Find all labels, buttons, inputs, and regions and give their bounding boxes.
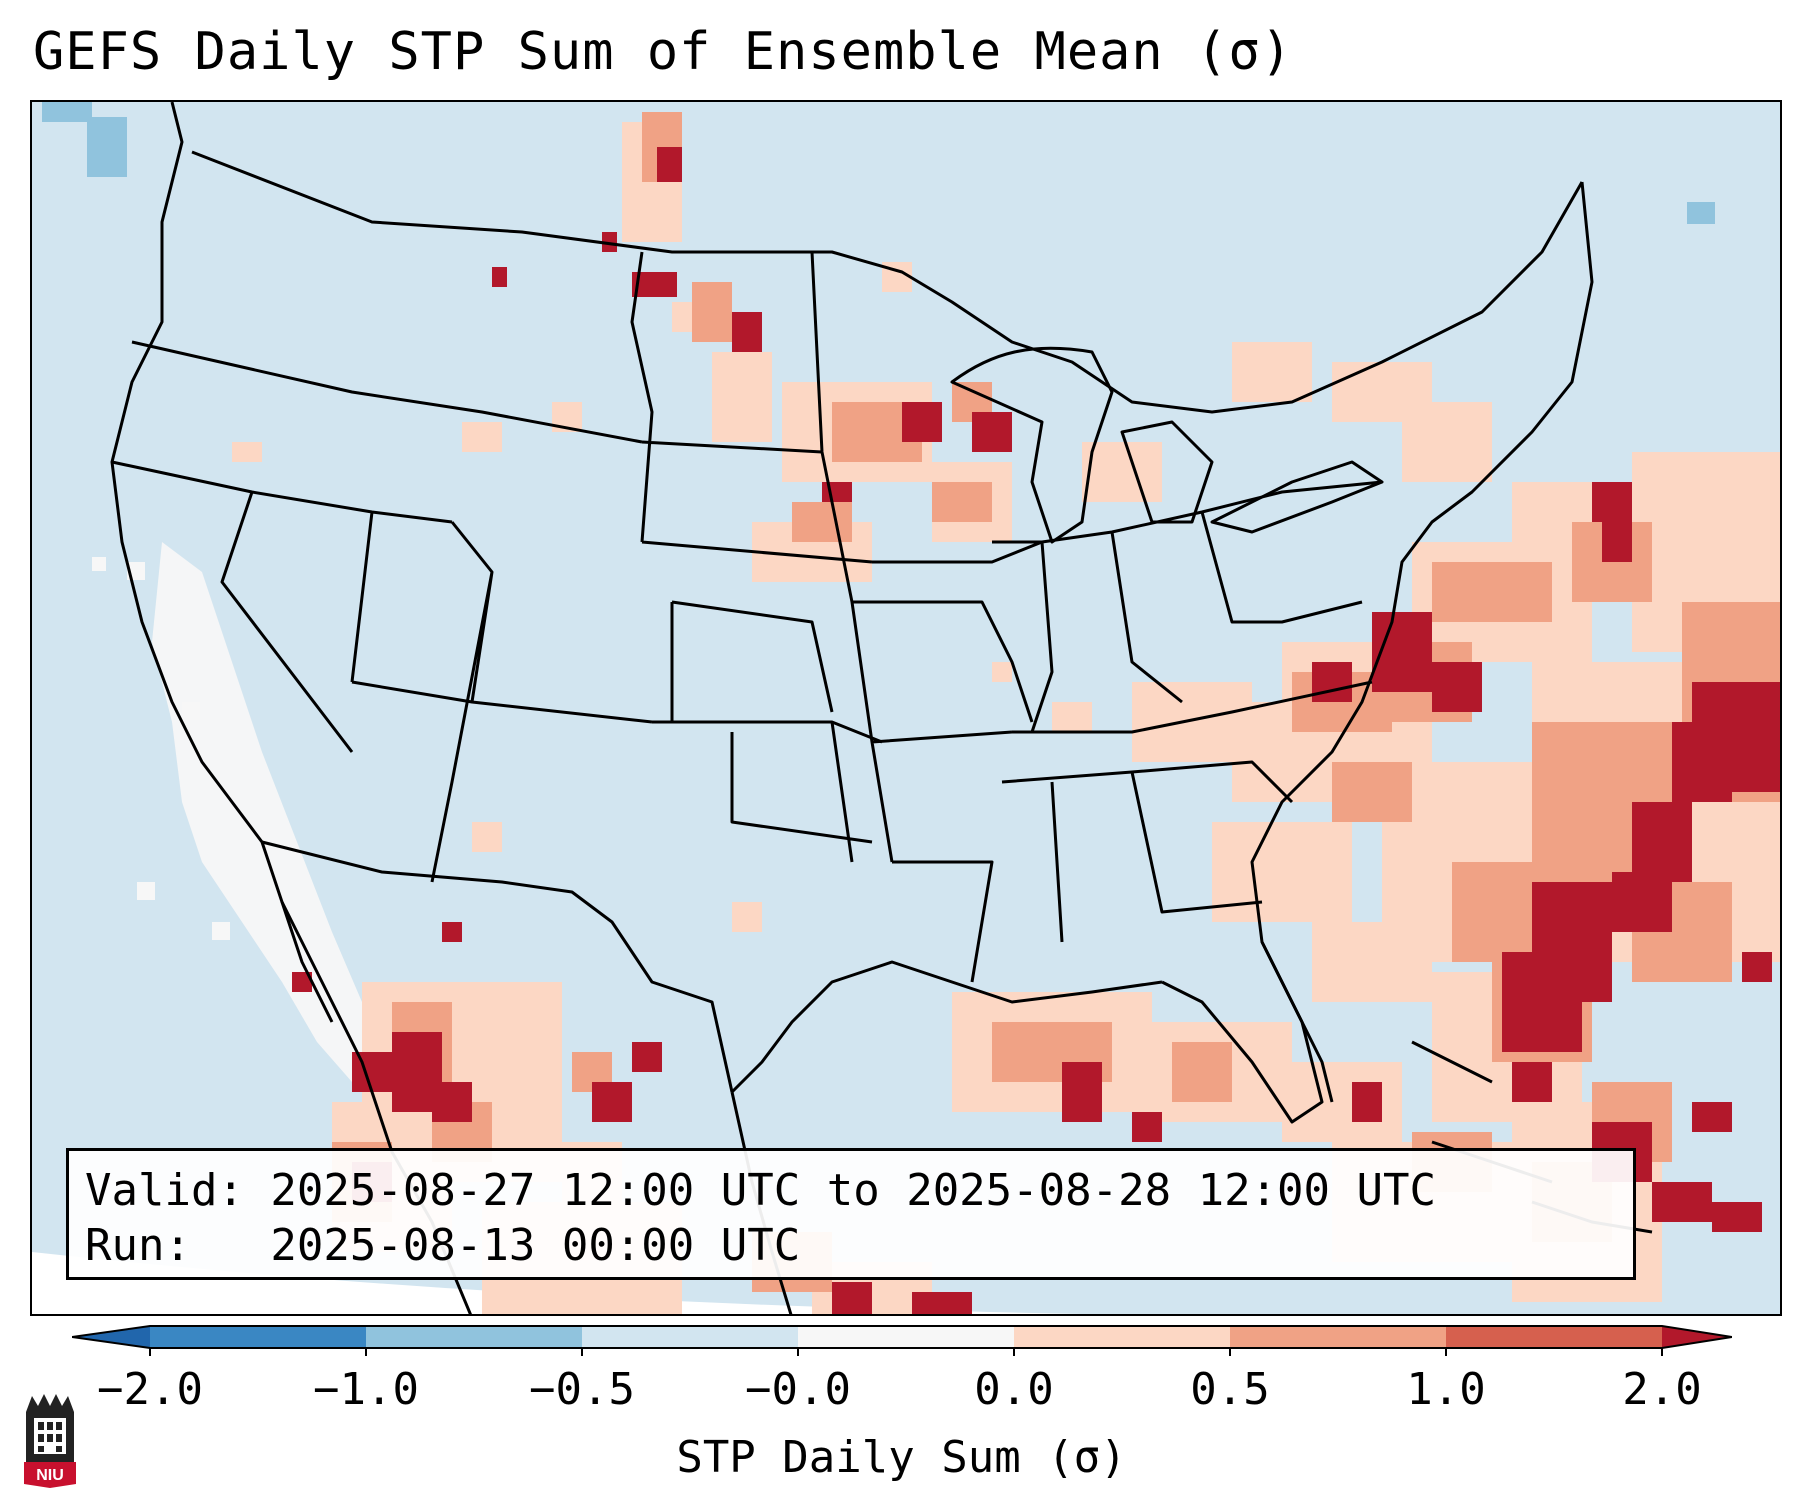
state-lines-central [630,251,883,863]
colorbar-tick-label: 2.0 [1622,1364,1702,1415]
map-svg [32,102,1780,1314]
colorbar-extend-low [72,1326,150,1348]
colorbar-tick-label: −0.0 [745,1364,851,1415]
colorbar-label: STP Daily Sum (σ) [676,1432,1127,1483]
colorbar-tick-label: −2.0 [97,1364,203,1415]
us-canada-border [191,150,1584,414]
colorbar-bin [1014,1326,1231,1348]
colorbar-extend-high [1662,1326,1732,1348]
run-time-text: Run: 2025-08-13 00:00 UTC [85,1220,801,1271]
colorbar-bin [798,1326,1015,1348]
neutral-region-pacific [152,542,382,1082]
state-lines-midwest [810,251,1043,983]
niu-logo: NIU [24,1394,76,1488]
logo-text: NIU [36,1467,64,1484]
colorbar-bin [582,1326,799,1348]
colorbar-tick-label: 0.0 [974,1364,1054,1415]
valid-time-text: Valid: 2025-08-27 12:00 UTC to 2025-08-2… [85,1165,1437,1216]
colorbar-bin [1446,1326,1663,1348]
anomaly-dark [292,147,1780,1314]
colorbar-tick-label: 0.5 [1190,1364,1270,1415]
colorbar-bin [1230,1326,1447,1348]
state-lines-west [111,340,653,883]
great-lakes [950,346,1384,544]
map-title: GEFS Daily STP Sum of Ensemble Mean (σ) [33,22,1293,82]
colorbar-bin [366,1326,583,1348]
gulf-coast [730,960,1163,1094]
colorbar-tick-label: −1.0 [313,1364,419,1415]
map-panel [30,100,1782,1316]
colorbar-tick-label: 1.0 [1406,1364,1486,1415]
florida-and-caribbean [1260,941,1653,1234]
us-east-coast [1161,181,1594,1124]
us-mexico-border [261,840,734,1093]
us-coastline-west [110,102,334,1023]
colorbar-bin [150,1326,367,1348]
valid-run-info-box: Valid: 2025-08-27 12:00 UTC to 2025-08-2… [66,1148,1636,1280]
colorbar-tick-label: −0.5 [529,1364,635,1415]
colorbar [72,1325,1732,1356]
